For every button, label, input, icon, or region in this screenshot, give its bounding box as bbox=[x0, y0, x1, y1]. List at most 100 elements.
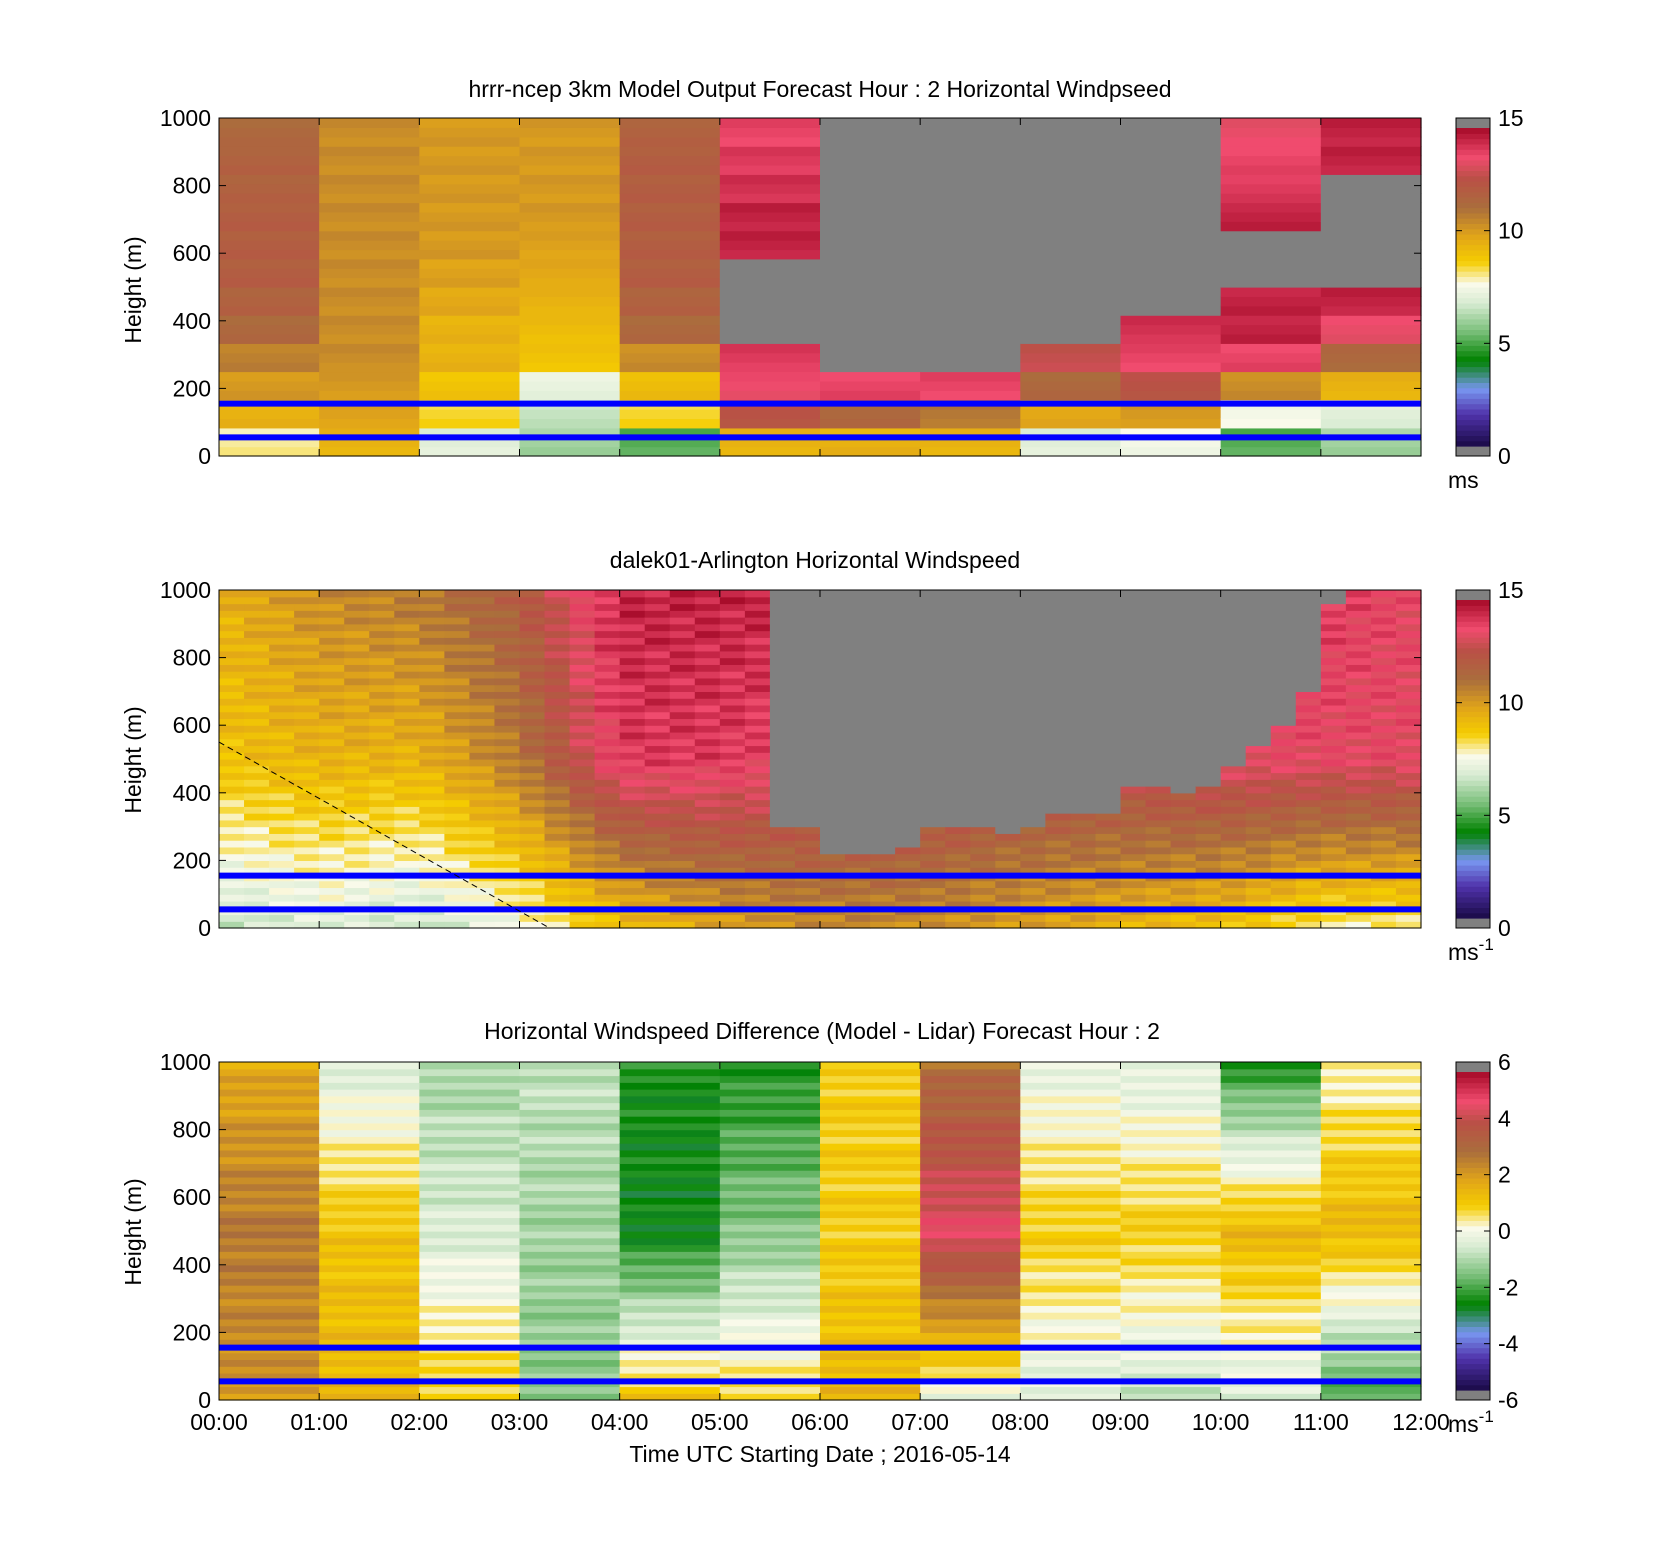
heat-cell bbox=[1320, 1258, 1422, 1266]
heat-cell bbox=[219, 343, 320, 354]
heat-cell bbox=[294, 887, 320, 895]
heat-cell bbox=[719, 1291, 821, 1300]
heat-cell bbox=[469, 691, 496, 699]
heat-cell bbox=[1070, 644, 1097, 652]
heat-cell bbox=[219, 268, 320, 279]
colorbar-swatch bbox=[1456, 1072, 1490, 1078]
heat-cell bbox=[519, 1190, 621, 1198]
heat-cell bbox=[1245, 840, 1272, 848]
heat-cell bbox=[769, 650, 796, 659]
heat-cell bbox=[1220, 268, 1322, 279]
heat-cell bbox=[1270, 731, 1297, 740]
heat-cell bbox=[845, 819, 871, 828]
heat-cell bbox=[644, 623, 671, 632]
heat-cell bbox=[970, 900, 996, 909]
heat-cell bbox=[1145, 894, 1172, 902]
heat-cell bbox=[319, 1305, 420, 1313]
heat-cell bbox=[419, 127, 521, 138]
heat-cell bbox=[594, 603, 621, 611]
heat-cell bbox=[920, 1285, 1021, 1293]
heat-cell bbox=[319, 617, 345, 625]
heat-cell bbox=[820, 1264, 921, 1273]
heat-cell bbox=[1120, 221, 1222, 232]
colorbar-swatch bbox=[1456, 1273, 1490, 1280]
heat-cell bbox=[319, 1210, 420, 1219]
heat-cell bbox=[419, 853, 445, 861]
heat-cell bbox=[1220, 779, 1247, 787]
heat-cell bbox=[1320, 1109, 1422, 1117]
heat-cell bbox=[544, 684, 571, 692]
heat-cell bbox=[1020, 819, 1046, 828]
heat-cell bbox=[444, 684, 471, 692]
heat-cell bbox=[319, 427, 420, 438]
heat-cell bbox=[244, 630, 270, 638]
heat-cell bbox=[219, 277, 320, 288]
heat-cell bbox=[444, 603, 471, 611]
heat-cell bbox=[619, 725, 646, 733]
heat-cell bbox=[845, 630, 871, 638]
heat-cell bbox=[744, 921, 771, 929]
heat-cell bbox=[519, 1325, 621, 1333]
heat-cell bbox=[1220, 127, 1322, 138]
heat-cell bbox=[269, 786, 295, 794]
heat-cell bbox=[519, 806, 546, 814]
heat-cell bbox=[769, 684, 796, 692]
heat-cell bbox=[619, 1393, 721, 1401]
heat-cell bbox=[544, 759, 571, 767]
heat-cell bbox=[970, 799, 996, 807]
heat-cell bbox=[820, 1312, 921, 1320]
heat-cell bbox=[394, 725, 420, 733]
heat-cell bbox=[519, 446, 621, 457]
colorbar-swatch bbox=[1456, 600, 1490, 606]
heat-cell bbox=[669, 650, 696, 659]
heat-cell bbox=[1345, 671, 1372, 679]
heat-cell bbox=[1270, 657, 1297, 665]
heat-cell bbox=[1320, 1197, 1422, 1205]
heat-cell bbox=[319, 650, 345, 659]
heat-cell bbox=[519, 164, 621, 175]
heat-cell bbox=[1020, 772, 1046, 780]
heat-cell bbox=[619, 1176, 721, 1185]
heat-cell bbox=[1320, 380, 1422, 391]
heat-cell bbox=[1320, 258, 1422, 269]
heat-cell bbox=[820, 786, 846, 794]
colorbar-swatch bbox=[1456, 1077, 1490, 1084]
heat-cell bbox=[519, 813, 546, 821]
heat-cell bbox=[970, 840, 996, 848]
heat-cell bbox=[1145, 617, 1172, 625]
colorbar-swatch bbox=[1456, 133, 1490, 140]
heat-cell bbox=[1220, 258, 1322, 269]
heat-cell bbox=[1120, 644, 1147, 652]
heat-cell bbox=[1070, 867, 1097, 875]
heat-cell bbox=[619, 1298, 721, 1306]
heat-cell bbox=[319, 657, 345, 665]
heat-cell bbox=[1270, 650, 1297, 659]
heat-cell bbox=[319, 1318, 420, 1327]
heat-cell bbox=[1245, 637, 1272, 645]
colorbar-swatch bbox=[1456, 1305, 1490, 1312]
heat-cell bbox=[619, 691, 646, 699]
reference-lines bbox=[219, 400, 1421, 441]
heat-cell bbox=[244, 819, 270, 828]
heat-cell bbox=[1220, 1129, 1322, 1137]
heat-cell bbox=[544, 846, 571, 855]
heat-cell bbox=[519, 644, 546, 652]
heat-cell bbox=[794, 698, 821, 706]
heat-cell bbox=[1195, 617, 1222, 625]
heat-cell bbox=[1020, 437, 1122, 448]
heat-cell bbox=[494, 792, 521, 801]
heat-cell bbox=[619, 759, 646, 767]
heat-cell bbox=[1095, 826, 1122, 834]
heat-cell bbox=[845, 887, 871, 895]
colorbar-tick-label: 15 bbox=[1498, 105, 1524, 131]
heat-cell bbox=[920, 362, 1021, 373]
heat-cell bbox=[619, 887, 646, 895]
heat-cell bbox=[1020, 1352, 1122, 1361]
heat-cell bbox=[619, 202, 721, 213]
heat-cell bbox=[644, 731, 671, 740]
heat-cell bbox=[344, 684, 370, 692]
heat-cell bbox=[319, 718, 345, 726]
heat-cell bbox=[769, 860, 796, 868]
heat-cell bbox=[344, 806, 370, 814]
heat-cell bbox=[244, 792, 270, 801]
